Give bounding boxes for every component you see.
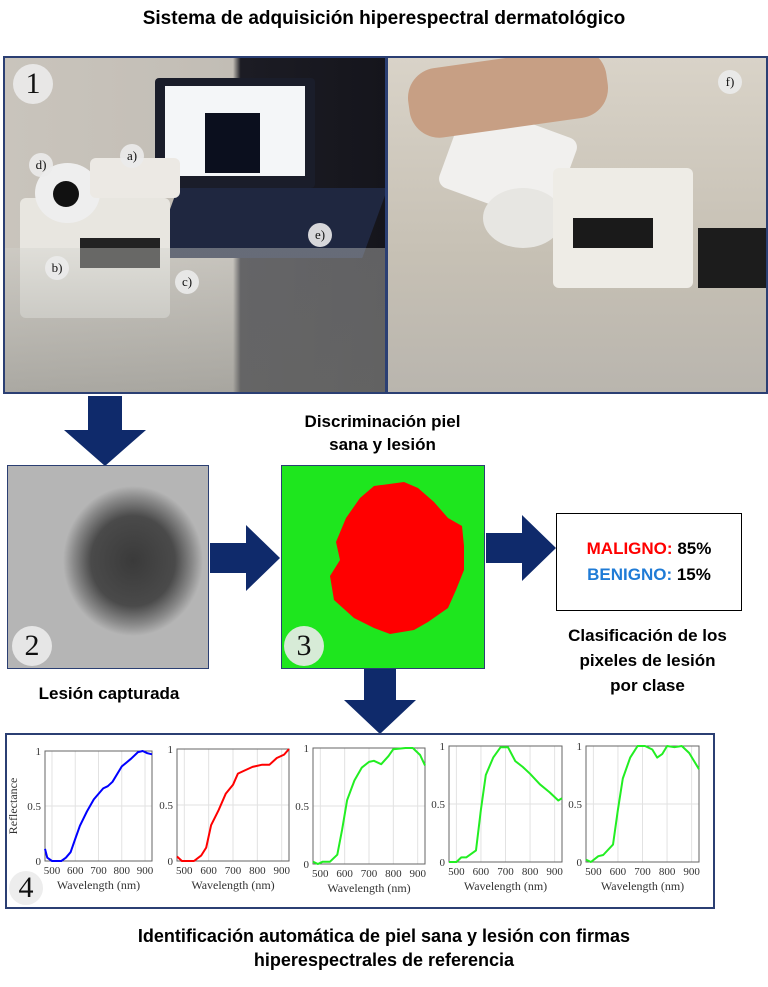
x-tick-label: 600 xyxy=(67,865,84,877)
step-4-badge: 4 xyxy=(9,871,43,905)
step-3-badge: 3 xyxy=(284,626,324,666)
label-c: c) xyxy=(175,270,199,294)
x-tick-label: 700 xyxy=(634,866,651,878)
y-tick-label: 0.5 xyxy=(159,800,173,812)
captured-lesion-caption: Lesión capturada xyxy=(38,684,180,703)
camera-head xyxy=(35,163,100,223)
segmentation-map: 3 xyxy=(281,465,485,669)
x-axis-label: Wavelength (nm) xyxy=(327,881,410,895)
x-tick-label: 700 xyxy=(225,865,242,877)
x-axis-label: Wavelength (nm) xyxy=(464,879,547,893)
plot-axes-4 xyxy=(448,745,563,863)
x-tick-label: 700 xyxy=(361,868,378,880)
x-tick-label: 700 xyxy=(497,866,514,878)
classification-caption-3: por clase xyxy=(610,676,685,695)
x-tick-label: 600 xyxy=(336,868,353,880)
x-tick-label: 500 xyxy=(585,866,602,878)
plot-axes-1 xyxy=(44,750,153,862)
lesion-region xyxy=(330,482,464,634)
malignant-value: 85% xyxy=(677,539,712,558)
figure-title: Sistema de adquisición hiperespectral de… xyxy=(142,8,626,29)
label-a: a) xyxy=(120,144,144,168)
benign-value: 15% xyxy=(676,565,711,584)
classification-caption-1: Clasificación de los xyxy=(568,626,727,645)
y-tick-label: 1 xyxy=(440,741,446,753)
x-tick-label: 900 xyxy=(273,865,290,877)
y-tick-label: 0.5 xyxy=(431,799,445,811)
y-tick-label: 0 xyxy=(36,856,42,868)
label-d: d) xyxy=(29,153,53,177)
x-tick-label: 800 xyxy=(522,866,539,878)
reflectance-curve-3 xyxy=(312,747,426,865)
step-2-badge: 2 xyxy=(12,626,52,666)
y-tick-label: 1 xyxy=(577,741,583,753)
x-tick-label: 800 xyxy=(249,865,266,877)
y-tick-label: 0.5 xyxy=(568,799,582,811)
y-tick-label: 0 xyxy=(168,856,174,868)
discrimination-caption-2: sana y lesión xyxy=(329,435,436,454)
x-axis-label: Wavelength (nm) xyxy=(191,878,274,892)
label-f: f) xyxy=(718,70,742,94)
classification-caption-2: pixeles de lesión xyxy=(579,651,716,670)
x-tick-label: 600 xyxy=(473,866,490,878)
acquisition-in-use-photo: f) xyxy=(386,56,768,394)
plot-axes-2 xyxy=(176,748,290,862)
captured-lesion-image: 2 xyxy=(7,465,209,669)
x-tick-label: 900 xyxy=(683,866,700,878)
x-tick-label: 500 xyxy=(44,865,61,877)
reflectance-curve-4 xyxy=(449,746,563,863)
x-axis-label: Wavelength (nm) xyxy=(601,879,684,893)
spectral-plots: 500 600 700 800 900 0 0.5 1 Wavelength (nm) Refle… xyxy=(7,741,700,895)
step-1-badge: 1 xyxy=(13,64,53,104)
x-tick-label: 700 xyxy=(90,865,107,877)
laptop-screen xyxy=(155,78,315,188)
x-tick-label: 500 xyxy=(176,865,193,877)
x-tick-label: 800 xyxy=(114,865,131,877)
y-tick-label: 0.5 xyxy=(27,801,41,813)
reference-signatures-panel: 500 600 700 800 900 0 0.5 1 Wavelength (nm) Refle… xyxy=(5,733,715,909)
arrow-down-2 xyxy=(344,668,416,734)
y-tick-label: 1 xyxy=(168,744,174,756)
label-e: e) xyxy=(308,223,332,247)
y-tick-label: 0 xyxy=(440,857,446,869)
footer-line-1: Identificación automática de piel sana y… xyxy=(137,926,631,946)
y-tick-label: 1 xyxy=(304,743,310,755)
x-tick-label: 600 xyxy=(610,866,627,878)
x-tick-label: 500 xyxy=(312,868,329,880)
x-tick-label: 600 xyxy=(200,865,217,877)
classification-result-box: MALIGNO: 85% BENIGNO: 15% xyxy=(556,513,742,611)
y-tick-label: 0.5 xyxy=(295,801,309,813)
benign-label: BENIGNO: xyxy=(587,565,673,584)
reflectance-curve-2 xyxy=(176,748,290,862)
x-tick-label: 800 xyxy=(385,868,402,880)
arrow-right-2 xyxy=(486,515,556,581)
arrow-down-1 xyxy=(64,396,146,466)
footer-line-2: hiperespectrales de referencia xyxy=(253,950,515,970)
x-axis-label: Wavelength (nm) xyxy=(57,878,140,892)
label-b: b) xyxy=(45,256,69,280)
malignant-label: MALIGNO: xyxy=(586,539,673,558)
arrow-right-1 xyxy=(210,525,280,591)
x-tick-label: 500 xyxy=(448,866,465,878)
reflectance-curve-1 xyxy=(44,750,153,862)
reflectance-curve-5 xyxy=(585,745,700,863)
y-tick-label: 0 xyxy=(304,859,310,871)
x-tick-label: 800 xyxy=(659,866,676,878)
x-tick-label: 900 xyxy=(409,868,426,880)
x-tick-label: 900 xyxy=(137,865,154,877)
plot-axes-3 xyxy=(312,747,426,865)
y-axis-label: Reflectance xyxy=(7,778,20,835)
acquisition-system-photo: 1 a) b) c) d) e) xyxy=(3,56,387,394)
discrimination-caption-1: Discriminación piel xyxy=(304,412,461,431)
y-tick-label: 1 xyxy=(36,746,42,758)
light-source-box xyxy=(553,168,693,288)
x-tick-label: 900 xyxy=(546,866,563,878)
y-tick-label: 0 xyxy=(577,857,583,869)
